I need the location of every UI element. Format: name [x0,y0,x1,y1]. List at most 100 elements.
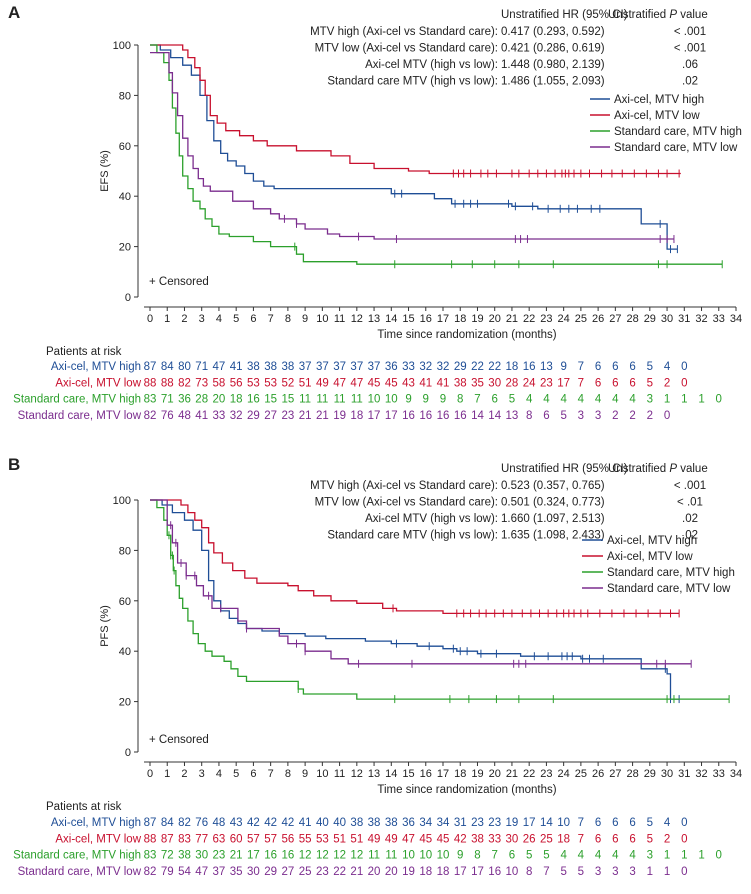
at-risk-count: 3 [578,410,584,422]
y-tick-label: 60 [119,141,131,153]
x-tick-label: 0 [147,313,153,325]
at-risk-count: 8 [526,410,532,422]
legend-label: Standard care, MTV low [614,142,738,154]
at-risk-count: 41 [419,377,432,389]
at-risk-count: 17 [385,410,398,422]
at-risk-count: 6 [612,377,618,389]
x-axis-label: Time since randomization (months) [377,329,556,341]
at-risk-count: 23 [488,817,501,829]
x-tick-label: 29 [644,313,656,325]
at-risk-count: 6 [509,850,515,862]
at-risk-count: 56 [230,377,243,389]
at-risk-count: 22 [471,361,484,373]
at-risk-count: 4 [578,394,585,406]
at-risk-title: Patients at risk [46,346,122,358]
at-risk-count: 49 [316,377,329,389]
hr-row-value: 1.448 (0.980, 2.139) [501,59,605,71]
at-risk-count: 30 [506,833,519,845]
at-risk-count: 53 [316,833,329,845]
at-risk-count: 36 [402,817,415,829]
at-risk-count: 1 [664,394,670,406]
at-risk-count: 2 [612,410,618,422]
at-risk-count: 1 [698,394,704,406]
at-risk-count: 88 [161,377,174,389]
km-curve [150,499,680,615]
at-risk-count: 7 [578,361,584,373]
at-risk-count: 76 [195,817,208,829]
at-risk-count: 4 [612,394,619,406]
at-risk-count: 27 [281,866,294,878]
at-risk-count: 14 [540,817,553,829]
at-risk-count: 45 [419,833,432,845]
x-tick-label: 18 [454,768,466,780]
at-risk-count: 82 [178,377,191,389]
at-risk-count: 4 [578,850,585,862]
at-risk-count: 0 [681,361,687,373]
at-risk-count: 6 [612,817,618,829]
at-risk-count: 16 [523,361,536,373]
at-risk-count: 19 [333,410,346,422]
at-risk-count: 15 [264,394,277,406]
at-risk-count: 6 [595,361,601,373]
y-axis-label: PFS (%) [99,605,111,647]
at-risk-count: 49 [385,833,398,845]
x-tick-label: 30 [661,313,673,325]
series-std-high [150,499,730,704]
x-tick-label: 10 [316,768,328,780]
y-tick-label: 80 [119,545,131,557]
x-tick-label: 2 [181,313,187,325]
at-risk-count: 38 [178,850,191,862]
at-risk-count: 16 [281,850,294,862]
at-risk-count: 3 [647,850,653,862]
at-risk-count: 87 [144,361,157,373]
at-risk-count: 2 [629,410,635,422]
at-risk-count: 35 [230,866,243,878]
hr-row-label: MTV high (Axi-cel vs Standard care): [310,26,498,38]
hr-row-label: MTV low (Axi-cel vs Standard care): [315,497,498,509]
at-risk-count: 34 [419,817,432,829]
x-tick-label: 5 [233,313,239,325]
at-risk-count: 47 [402,833,415,845]
at-risk-count: 8 [526,866,532,878]
at-risk-count: 17 [368,410,381,422]
x-tick-label: 17 [437,313,449,325]
at-risk-count: 25 [540,833,553,845]
x-tick-label: 11 [334,313,345,325]
at-risk-count: 23 [281,410,294,422]
at-risk-count: 30 [247,866,260,878]
x-tick-label: 25 [575,768,587,780]
at-risk-count: 16 [402,410,415,422]
panel-b: B Unstratified HR (95% CI)Unstratified P … [8,455,742,878]
legend-label: Standard care, MTV low [607,583,731,595]
at-risk-count: 52 [281,377,294,389]
at-risk-count: 10 [506,866,519,878]
x-tick-label: 34 [730,768,742,780]
at-risk-count: 37 [213,866,226,878]
at-risk-title: Patients at risk [46,801,122,813]
at-risk-count: 33 [213,410,226,422]
at-risk-count: 53 [264,377,277,389]
at-risk-count: 6 [595,377,601,389]
at-risk-count: 5 [647,833,653,845]
at-risk-count: 47 [213,361,226,373]
at-risk-count: 5 [509,394,515,406]
x-tick-label: 21 [506,768,518,780]
at-risk-count: 2 [664,377,670,389]
at-risk-count: 4 [560,850,567,862]
at-risk-count: 12 [333,850,346,862]
at-risk-count: 20 [385,866,398,878]
at-risk-count: 28 [195,394,208,406]
at-risk-count: 13 [540,361,553,373]
at-risk-count: 33 [402,361,415,373]
at-risk-count: 0 [716,394,722,406]
at-risk-count: 63 [213,833,226,845]
at-risk-count: 2 [664,833,670,845]
at-risk-count: 38 [247,361,260,373]
at-risk-count: 16 [419,410,432,422]
x-tick-label: 26 [592,313,604,325]
at-risk-count: 24 [523,377,536,389]
x-tick-label: 26 [592,768,604,780]
at-risk-count: 22 [333,866,346,878]
at-risk-count: 45 [385,377,398,389]
at-risk-count: 51 [333,833,346,845]
